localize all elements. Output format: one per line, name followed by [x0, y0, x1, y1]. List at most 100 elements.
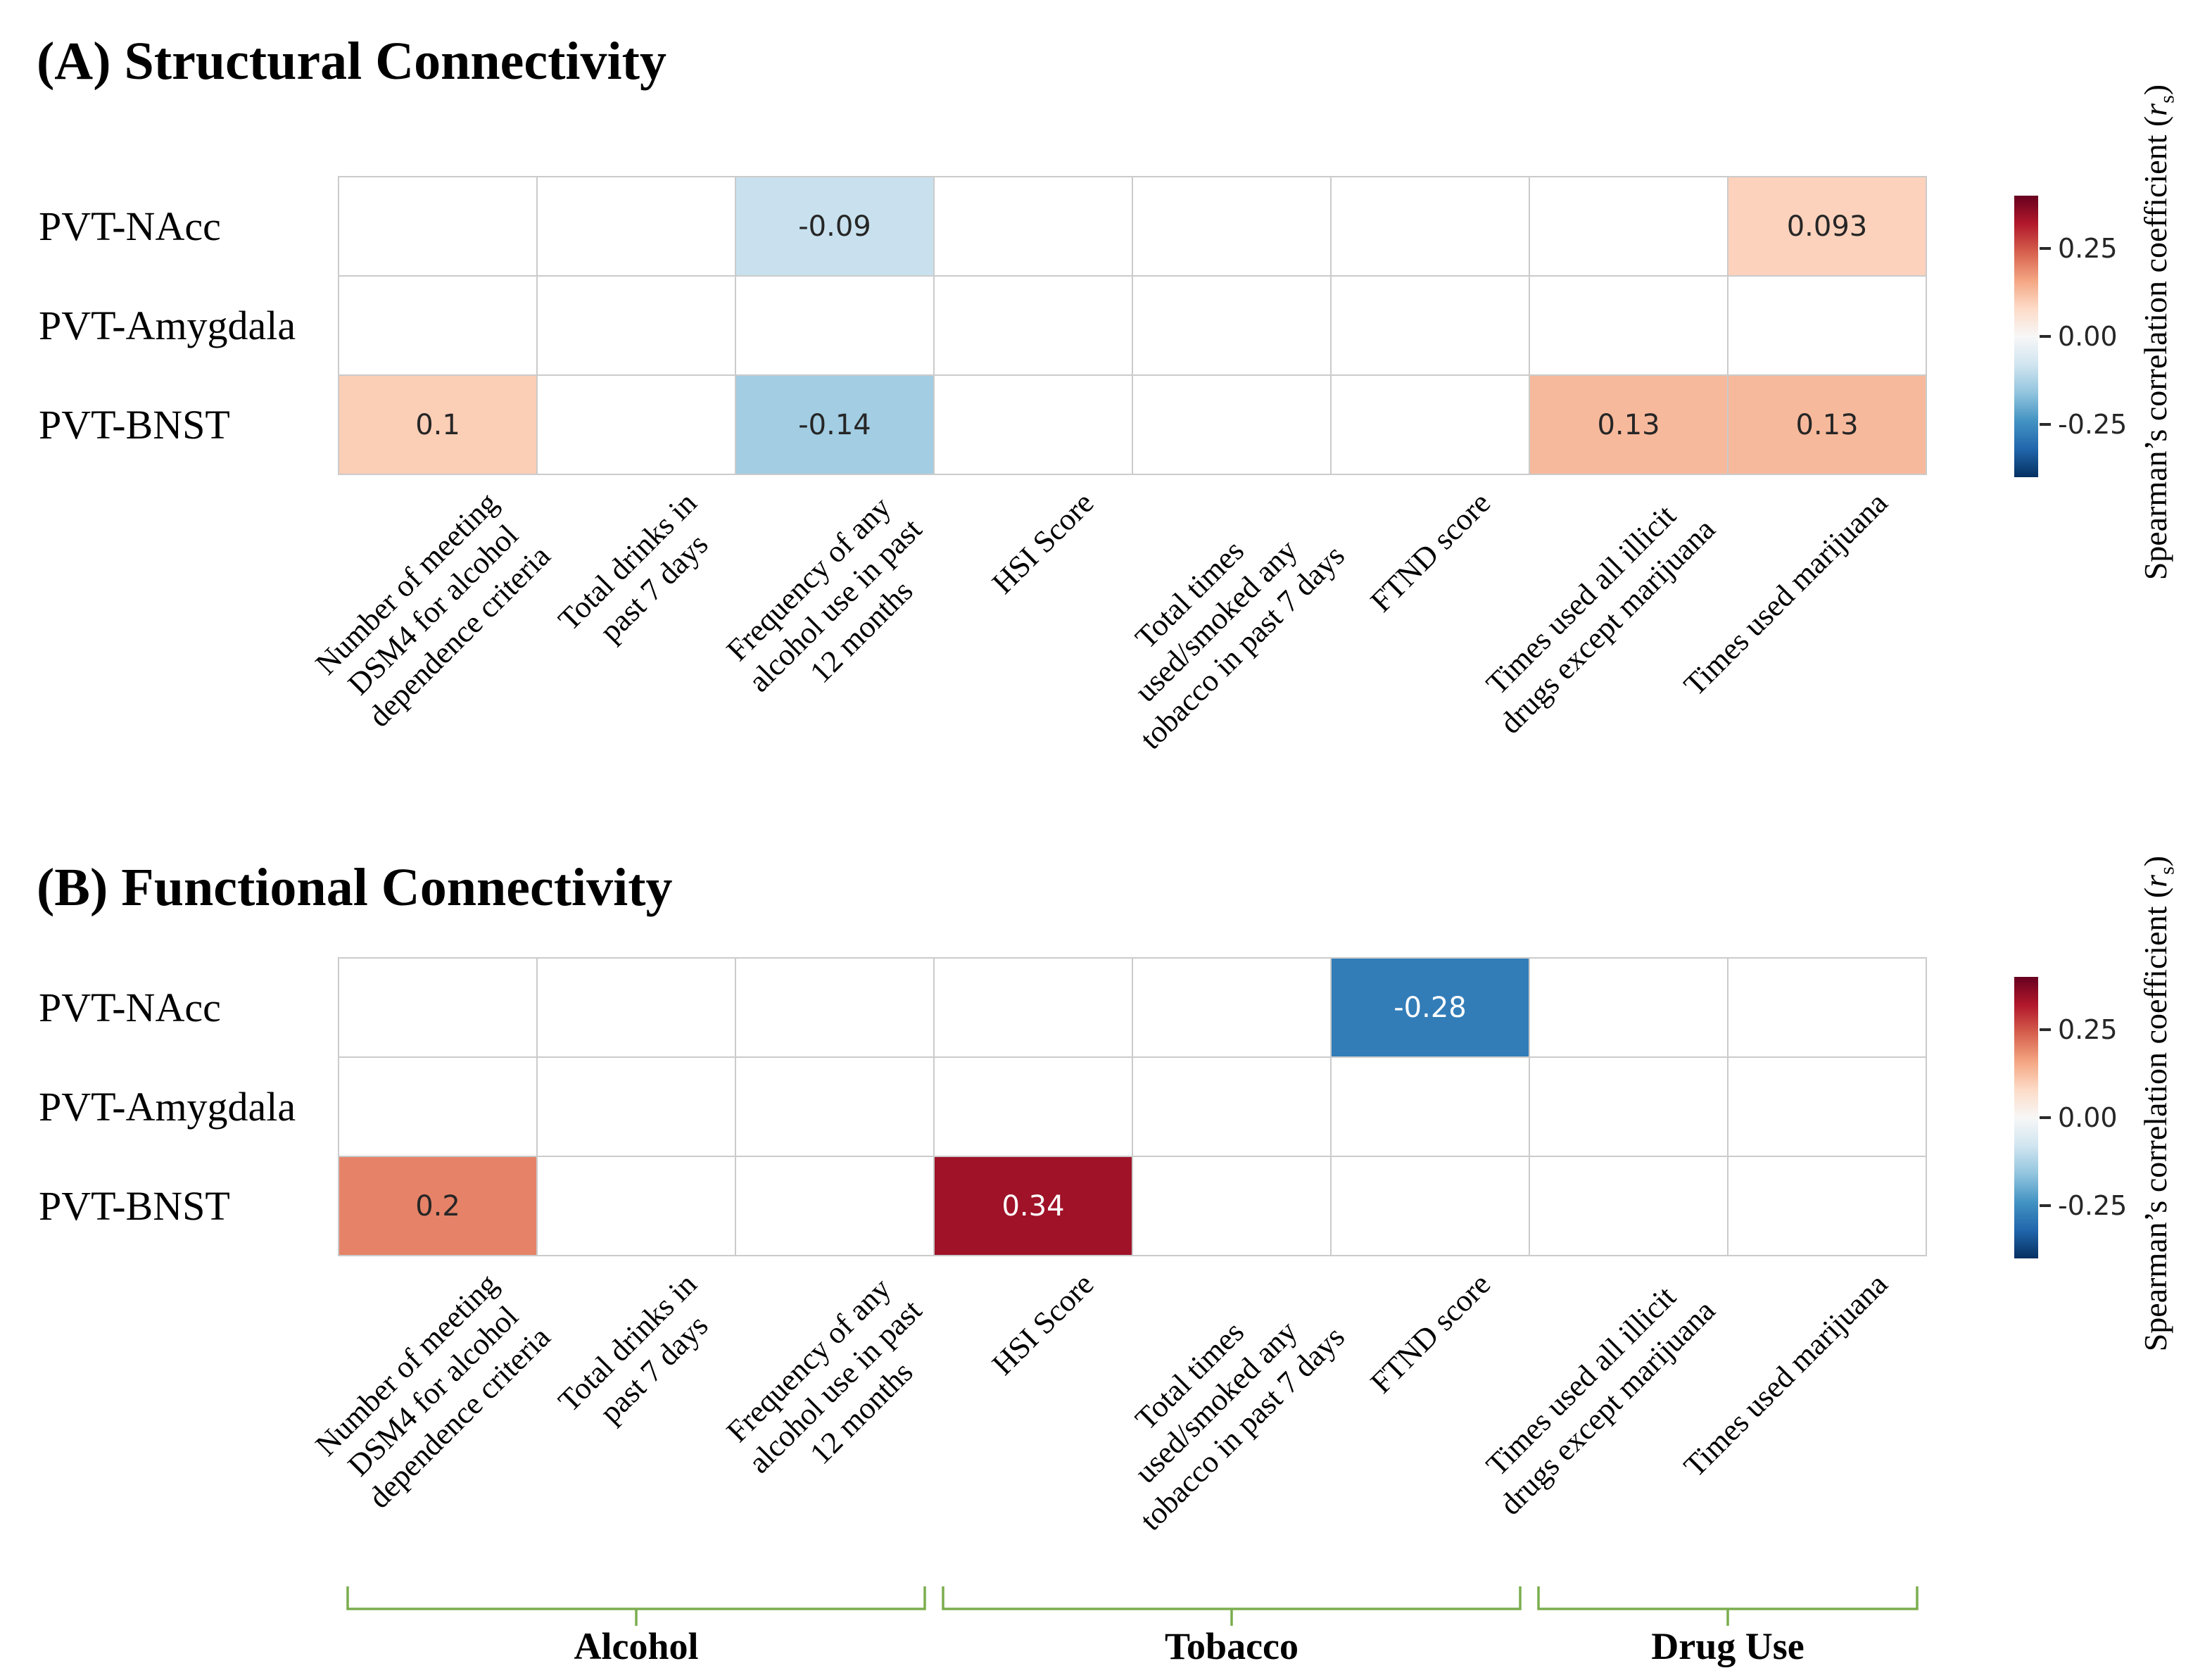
- heatmap-cell: [1332, 1058, 1529, 1156]
- heatmap-cell: [1332, 1157, 1529, 1255]
- heatmap-b: -0.28 0.2 0.34: [338, 957, 1927, 1256]
- cell-value: -0.09: [798, 210, 871, 243]
- row-label: PVT-Amygdala: [39, 1084, 296, 1130]
- cell-value: 0.13: [1597, 408, 1660, 441]
- heatmap-cell: -0.14: [736, 376, 933, 474]
- colorbar-axis-label-a: Spearman’s correlation coefficient (rs): [2135, 44, 2180, 621]
- heatmap-cell: 0.13: [1729, 376, 1926, 474]
- axis-label-suffix: ): [2137, 855, 2173, 867]
- heatmap-cell: [538, 376, 735, 474]
- column-label: Number of meeting DSM4 for alcohol depen…: [309, 485, 557, 734]
- column-label: Times used all illicit drugs except mari…: [1479, 1279, 1722, 1522]
- colorbar-axis-label-b: Spearman’s correlation coefficient (rs): [2135, 815, 2180, 1392]
- heatmap-cell: [1530, 1157, 1727, 1255]
- heatmap-cell: [1530, 1058, 1727, 1156]
- cell-value: -0.14: [798, 408, 871, 441]
- cell-value: 0.1: [415, 408, 460, 441]
- column-label: Total times used/smoked any tobacco in p…: [1128, 532, 1352, 756]
- cell-value: 0.13: [1795, 408, 1859, 441]
- cell-value: 0.2: [415, 1189, 460, 1223]
- group-label: Alcohol: [574, 1625, 699, 1667]
- heatmap-cell: [736, 277, 933, 374]
- heatmap-cell: [1332, 376, 1529, 474]
- heatmap-cell: [736, 959, 933, 1056]
- column-label: HSI Score: [985, 1266, 1101, 1382]
- heatmap-cell: [538, 277, 735, 374]
- column-label: Total times used/smoked any tobacco in p…: [1128, 1313, 1352, 1537]
- row-label: PVT-BNST: [39, 1183, 230, 1229]
- heatmap-cell: [339, 959, 536, 1056]
- column-label: Times used all illicit drugs except mari…: [1479, 498, 1722, 740]
- colorbar-tick: [2040, 423, 2051, 426]
- axis-label-subscript: s: [2155, 95, 2179, 103]
- axis-label-prefix: Spearman’s correlation coefficient (: [2137, 887, 2173, 1352]
- colorbar-tick: [2040, 335, 2051, 338]
- row-label: PVT-Amygdala: [39, 303, 296, 348]
- colorbar-gradient-b: [2014, 977, 2038, 1258]
- column-label: Frequency of any alcohol use in past 12 …: [719, 1271, 928, 1480]
- panel-b-title: (B) Functional Connectivity: [37, 858, 673, 917]
- colorbar-tick-label: -0.25: [2058, 1190, 2128, 1221]
- heatmap-a: -0.09 0.093 0.1 -0.14 0.13 0.13: [338, 176, 1927, 475]
- cell-value: 0.093: [1786, 210, 1868, 243]
- heatmap-cell: [935, 1058, 1132, 1156]
- heatmap-cell: [339, 177, 536, 275]
- colorbar-tick: [2040, 247, 2051, 250]
- heatmap-cell: [736, 1157, 933, 1255]
- group-brackets: [346, 1586, 1919, 1626]
- heatmap-cell: 0.13: [1530, 376, 1727, 474]
- panel-a-title: (A) Structural Connectivity: [37, 32, 666, 91]
- heatmap-cell: [1729, 1157, 1926, 1255]
- column-label: Total drinks in past 7 days: [551, 1266, 715, 1430]
- heatmap-cell: [935, 959, 1132, 1056]
- heatmap-cell: [1729, 1058, 1926, 1156]
- axis-label-subscript: s: [2155, 866, 2179, 875]
- heatmap-cell: [1133, 177, 1330, 275]
- heatmap-cell: -0.28: [1332, 959, 1529, 1056]
- heatmap-cell: [1133, 277, 1330, 374]
- heatmap-cell: [1530, 177, 1727, 275]
- group-bracket: [942, 1586, 1522, 1626]
- heatmap-cell: [935, 376, 1132, 474]
- group-bracket: [346, 1586, 926, 1626]
- colorbar-ticks-b: 0.25 0.00 -0.25: [2014, 977, 2127, 1258]
- heatmap-cell: [538, 1058, 735, 1156]
- colorbar-ticks-a: 0.25 0.00 -0.25: [2014, 196, 2127, 477]
- heatmap-cell: [538, 959, 735, 1056]
- colorbar-tick-label: 0.25: [2058, 233, 2118, 264]
- colorbar-a: 0.25 0.00 -0.25: [2014, 196, 2127, 477]
- cell-value: 0.34: [1001, 1189, 1065, 1223]
- heatmap-cell: [339, 1058, 536, 1156]
- column-label: HSI Score: [985, 485, 1101, 601]
- column-label: Total drinks in past 7 days: [551, 485, 715, 649]
- column-label: Times used marijuana: [1677, 485, 1895, 703]
- group-labels: Alcohol Tobacco Drug Use: [0, 1624, 2193, 1680]
- cell-value: -0.28: [1393, 991, 1467, 1024]
- row-label: PVT-NAcc: [39, 203, 221, 249]
- heatmap-cell: [1729, 277, 1926, 374]
- heatmap-cell: 0.093: [1729, 177, 1926, 275]
- heatmap-cell: -0.09: [736, 177, 933, 275]
- axis-label-variable: r: [2137, 874, 2173, 888]
- colorbar-b: 0.25 0.00 -0.25: [2014, 977, 2127, 1258]
- colorbar-tick-label: 0.00: [2058, 1102, 2118, 1133]
- column-label: Frequency of any alcohol use in past 12 …: [719, 490, 928, 699]
- heatmap-cell: [935, 277, 1132, 374]
- axis-label-variable: r: [2137, 103, 2173, 116]
- heatmap-cell: [1133, 1058, 1330, 1156]
- heatmap-cell: 0.1: [339, 376, 536, 474]
- heatmap-cell: [935, 177, 1132, 275]
- heatmap-cell: [339, 277, 536, 374]
- axis-label-suffix: ): [2137, 84, 2173, 96]
- heatmap-cell: 0.2: [339, 1157, 536, 1255]
- column-label: Times used marijuana: [1677, 1266, 1895, 1484]
- heatmap-cell: [1133, 376, 1330, 474]
- heatmap-cell: [538, 1157, 735, 1255]
- heatmap-cell: [1133, 959, 1330, 1056]
- colorbar-tick: [2040, 1204, 2051, 1207]
- group-label: Tobacco: [1164, 1625, 1299, 1667]
- colorbar-tick: [2040, 1116, 2051, 1119]
- colorbar-tick-label: -0.25: [2058, 409, 2128, 440]
- heatmap-cell: [736, 1058, 933, 1156]
